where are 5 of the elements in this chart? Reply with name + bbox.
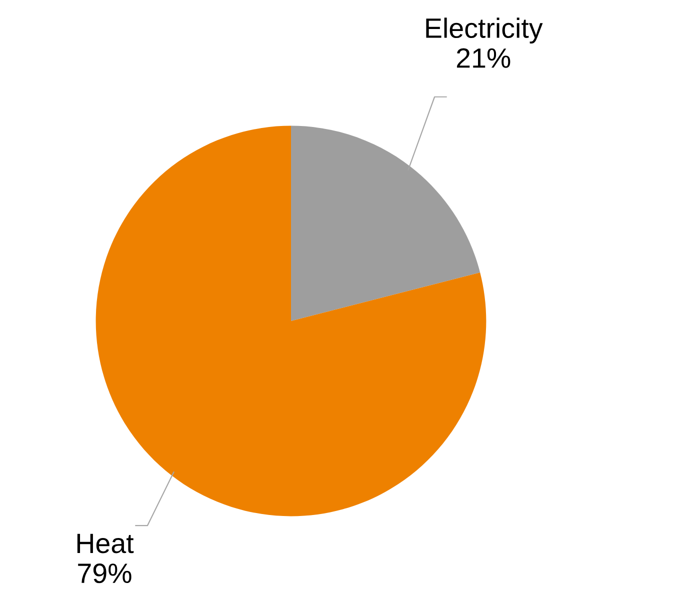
data-label: 79%	[78, 563, 132, 584]
slice-label: Heat	[77, 534, 134, 554]
data-label: 21%	[456, 48, 510, 68]
pie-slice	[96, 126, 486, 516]
slice-label: Electricity	[426, 18, 543, 44]
